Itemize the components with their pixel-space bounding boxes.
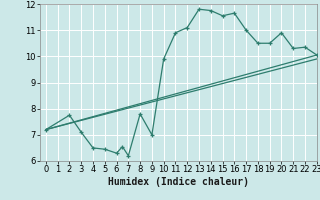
- X-axis label: Humidex (Indice chaleur): Humidex (Indice chaleur): [108, 177, 249, 187]
